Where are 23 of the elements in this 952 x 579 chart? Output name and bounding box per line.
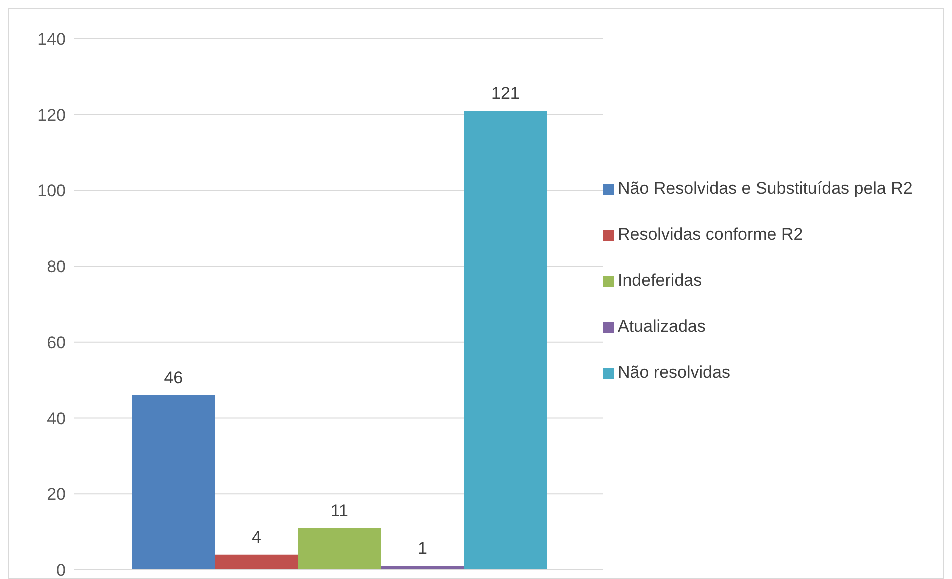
legend-label: Atualizadas <box>618 316 706 336</box>
y-tick-label: 120 <box>38 106 66 125</box>
data-label: 4 <box>252 528 262 547</box>
legend-label: Resolvidas conforme R2 <box>618 224 804 244</box>
bar <box>298 528 382 570</box>
bar <box>381 566 464 570</box>
data-label: 11 <box>330 501 349 520</box>
y-tick-label: 80 <box>47 258 66 277</box>
y-tick-label: 40 <box>47 409 66 428</box>
data-label: 121 <box>492 84 520 104</box>
y-tick-label: 0 <box>56 561 66 579</box>
y-tick-label: 100 <box>38 182 66 201</box>
data-label: 1 <box>418 539 428 558</box>
bar <box>464 111 548 570</box>
y-tick-label: 60 <box>47 333 66 352</box>
legend-label: Não Resolvidas e Substituídas pela R2 <box>618 178 913 198</box>
legend-label: Indeferidas <box>618 270 702 290</box>
y-tick-label: 140 <box>38 30 66 50</box>
bar <box>215 554 298 570</box>
legend-label: Não resolvidas <box>618 362 730 382</box>
y-tick-label: 20 <box>47 485 66 504</box>
data-label: 46 <box>164 368 184 388</box>
bar <box>132 396 216 570</box>
